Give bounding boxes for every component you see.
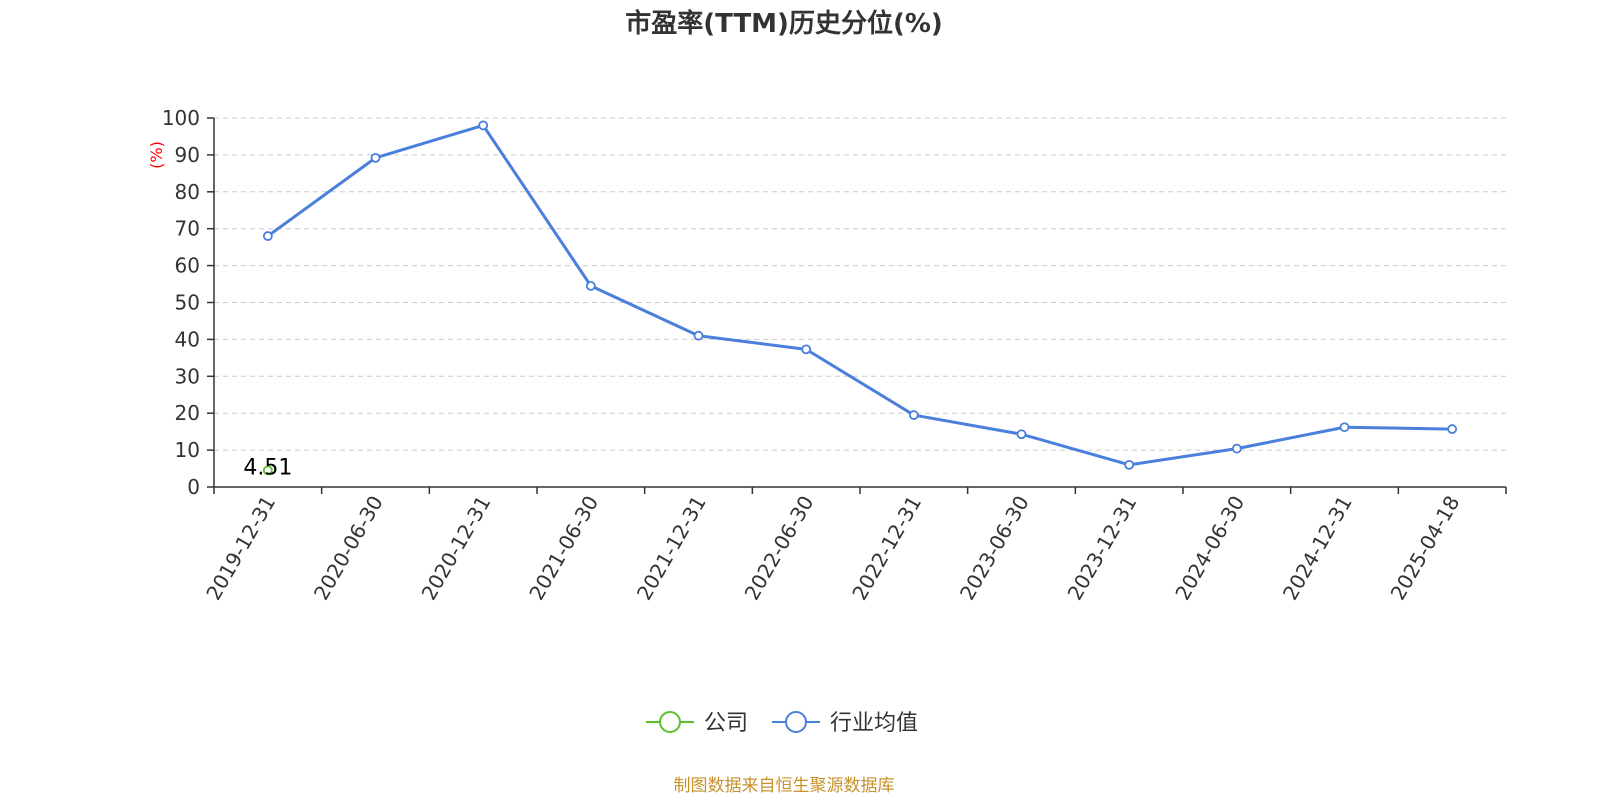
y-tick-label: 70 [175,217,200,241]
data-point [1339,422,1350,433]
x-tick-label: 2024-06-30 [1170,492,1249,605]
legend-item[interactable]: 公司 [646,711,748,736]
x-tick-label: 2022-06-30 [740,492,819,605]
legend[interactable]: 公司 行业均值 [646,711,918,736]
x-tick-label: 2024-12-31 [1278,492,1357,605]
data-point [262,465,273,476]
data-point [370,152,381,163]
y-tick-label: 60 [175,254,200,278]
x-tick-label: 2021-06-30 [524,492,603,605]
y-tick-label: 80 [175,180,200,204]
source-note: 制图数据来自恒生聚源数据库 [674,776,895,796]
series-lines: 4.51 [243,120,1458,480]
y-tick-label: 50 [175,291,200,315]
data-point [1231,443,1242,454]
data-point [478,120,489,131]
x-tick-label: 2020-12-31 [417,492,496,605]
y-axis-unit-label: (%) [147,141,166,169]
y-tick-label: 40 [175,327,200,351]
series-line [266,123,1453,467]
y-tick-label: 10 [175,438,200,462]
legend-marker [785,711,807,733]
data-point [693,330,704,341]
legend-item[interactable]: 行业均值 [772,711,918,736]
y-tick-label: 20 [175,401,200,425]
y-tick-label: 90 [175,143,200,167]
y-tick-label: 100 [162,106,200,130]
y-tick-label: 30 [175,364,200,388]
axes: 0 10 20 30 40 50 60 70 80 90 100 2019-12-31 2020-06-… [162,106,1507,605]
x-tick-label: 2019-12-31 [201,492,280,605]
data-label: 4.51 [243,455,292,480]
y-tick-label: 0 [187,475,200,499]
x-tick-label: 2023-06-30 [955,492,1034,605]
x-tick-label: 2023-12-31 [1063,492,1142,605]
data-point [262,231,273,241]
data-point [801,344,812,355]
grid-lines [214,117,1506,451]
legend-marker [659,711,681,733]
data-point [1447,424,1458,434]
legend-label: 行业均值 [830,711,918,736]
data-point [1016,429,1027,440]
data-point [1124,459,1135,470]
x-tick-label: 2025-04-18 [1386,492,1465,605]
data-point [585,280,596,291]
data-point [908,410,919,420]
x-tick-label: 2021-12-31 [632,492,711,605]
legend-label: 公司 [704,711,748,736]
x-tick-label: 2020-06-30 [309,492,388,605]
x-tick-label: 2022-12-31 [847,492,926,605]
chart-title: 市盈率(TTM)历史分位(%) [625,8,943,39]
